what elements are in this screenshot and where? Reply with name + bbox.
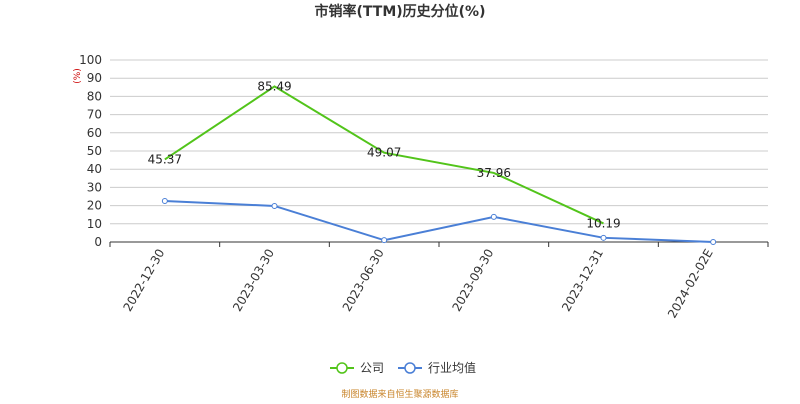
y-unit: (%): [73, 68, 83, 84]
y-tick-label: 70: [87, 108, 102, 122]
y-tick-label: 50: [87, 144, 102, 158]
legend-marker: [404, 362, 416, 374]
x-tick-label: 2023-06-30: [340, 247, 387, 314]
x-tick-label: 2023-03-30: [230, 247, 277, 314]
y-tick-label: 80: [87, 89, 102, 103]
data-label: 85.49: [257, 79, 291, 93]
chart-title: 市销率(TTM)历史分位(%): [315, 3, 486, 20]
x-tick-label: 2024-02-02E: [665, 247, 716, 321]
y-tick-label: 90: [87, 71, 102, 85]
y-tick-label: 0: [94, 235, 102, 249]
y-tick-label: 30: [87, 180, 102, 194]
y-tick-label: 20: [87, 199, 102, 213]
series-line: [164, 85, 604, 225]
point: [600, 234, 607, 241]
point: [271, 202, 278, 209]
point: [381, 237, 388, 244]
y-tick-label: 100: [79, 53, 102, 67]
legend-label: 公司: [360, 361, 384, 375]
y-tick-label: 10: [87, 217, 102, 231]
legend-marker: [336, 362, 348, 374]
point: [490, 213, 497, 220]
x-tick-label: 2023-12-31: [559, 247, 606, 314]
y-tick-label: 40: [87, 162, 102, 176]
series-line: [164, 200, 714, 243]
x-tick-label: 2022-12-30: [120, 247, 167, 314]
legend-label: 行业均值: [428, 360, 476, 375]
data-label: 37.96: [477, 166, 511, 180]
data-label: 10.19: [586, 216, 620, 230]
x-tick-label: 2023-09-30: [449, 247, 496, 314]
point: [161, 198, 168, 205]
data-label: 45.37: [148, 152, 182, 166]
data-label: 49.07: [367, 146, 401, 160]
source-note: 制图数据来自恒生聚源数据库: [341, 388, 458, 400]
point: [710, 239, 717, 245]
y-tick-label: 60: [87, 126, 102, 140]
